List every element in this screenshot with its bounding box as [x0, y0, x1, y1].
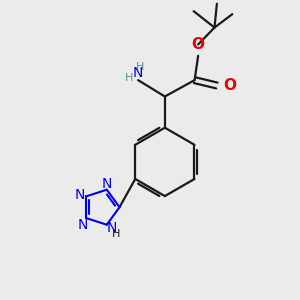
Text: N: N	[102, 177, 112, 191]
Text: N: N	[74, 188, 85, 202]
Text: O: O	[223, 78, 236, 93]
Text: O: O	[191, 37, 204, 52]
Text: H: H	[135, 62, 144, 72]
Text: H: H	[124, 73, 133, 82]
Text: N: N	[132, 66, 143, 80]
Text: H: H	[112, 229, 121, 239]
Text: N: N	[78, 218, 88, 232]
Text: N: N	[107, 221, 117, 235]
